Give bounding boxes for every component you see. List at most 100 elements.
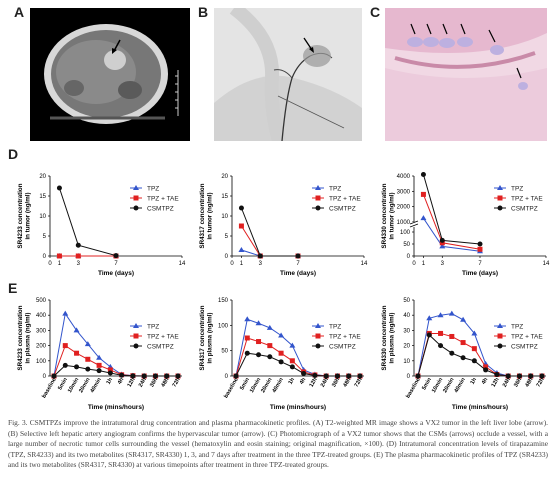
mri-image bbox=[30, 8, 190, 141]
legend-label: TPZ bbox=[511, 324, 523, 331]
x-tick-label: 4h bbox=[299, 376, 308, 385]
data-point-tpz-tae bbox=[256, 339, 262, 345]
data-point-tpz-tae bbox=[133, 333, 139, 339]
y-tick-label: 0 bbox=[407, 254, 411, 260]
arrow-icon bbox=[410, 23, 522, 79]
data-point-tpz-tae bbox=[267, 343, 273, 349]
data-point-csmtpz bbox=[74, 364, 80, 370]
data-point-tpz bbox=[497, 323, 503, 328]
y-axis-label: SR4233 concentrationin tumor (ng/ml) bbox=[17, 183, 32, 248]
y-tick-label: 200 bbox=[36, 344, 47, 350]
x-tick-label: 14 bbox=[361, 261, 368, 267]
data-point-tpz-tae bbox=[74, 350, 80, 356]
chart-sr4330-tumor: SR4330 concentrationin tumor (ng/ml)0 1 3 7… bbox=[381, 171, 550, 277]
data-point-csmtpz bbox=[257, 253, 263, 259]
data-point-csmtpz bbox=[315, 205, 321, 211]
data-point-tpz-tae bbox=[278, 350, 284, 356]
chart-sr4317-tumor: SR4317 concentrationin tumor (ng/ml)0 1 3 7… bbox=[199, 174, 368, 277]
y-axis-label: SR4233 concentrationin plasma (ng/ml) bbox=[17, 305, 32, 370]
data-point-csmtpz bbox=[415, 373, 421, 379]
data-point-tpz bbox=[289, 342, 296, 348]
data-point-tpz-tae bbox=[238, 223, 244, 229]
y-tick-label: 15 bbox=[221, 194, 228, 200]
series-line bbox=[241, 249, 298, 257]
axis-break bbox=[410, 222, 418, 227]
data-point-tpz bbox=[448, 310, 455, 316]
data-point-tpz bbox=[439, 243, 446, 249]
arrow-icon bbox=[309, 47, 314, 53]
y-tick-label: 300 bbox=[36, 328, 47, 334]
legend-label: TPZ + TAE bbox=[147, 334, 179, 341]
data-point-tpz bbox=[238, 247, 245, 252]
data-point-csmtpz bbox=[96, 368, 102, 374]
data-point-csmtpz bbox=[51, 373, 57, 379]
data-point-tpz bbox=[420, 215, 427, 221]
legend-label: TPZ bbox=[329, 324, 341, 331]
data-point-tpz-tae bbox=[289, 358, 295, 364]
data-point-tpz bbox=[62, 310, 69, 316]
data-point-tpz bbox=[471, 330, 478, 336]
y-tick-label: 0 bbox=[225, 374, 229, 380]
data-point-tpz bbox=[244, 316, 251, 322]
x-tick-label: 14 bbox=[179, 261, 186, 267]
axis-break-mark bbox=[409, 220, 419, 225]
data-point-tpz-tae bbox=[483, 364, 489, 370]
chart-sr4233-plasma: SR4233 concentrationin plasma (ng/ml) 0 10… bbox=[17, 298, 182, 411]
data-point-csmtpz bbox=[477, 241, 483, 247]
y-tick-label: 0 bbox=[43, 374, 47, 380]
y-tick-label: 10 bbox=[39, 214, 46, 220]
data-point-csmtpz bbox=[334, 373, 340, 379]
y-tick-label: 5 bbox=[43, 234, 47, 240]
x-tick-label: 1 bbox=[240, 261, 244, 267]
x-tick-label: 40min bbox=[272, 376, 286, 394]
legend-label: TPZ bbox=[511, 186, 523, 193]
data-point-csmtpz bbox=[133, 343, 139, 349]
y-tick-label: 5 bbox=[225, 234, 229, 240]
y-tick-label: 100 bbox=[218, 323, 229, 329]
y-tick-label: 400 bbox=[36, 313, 47, 319]
data-point-tpz bbox=[315, 185, 321, 190]
x-tick-label: 72h bbox=[536, 376, 546, 388]
data-point-csmtpz bbox=[244, 350, 250, 356]
x-tick-label: baseline bbox=[41, 377, 57, 399]
legend-label: TPZ + TAE bbox=[511, 196, 543, 203]
data-point-csmtpz bbox=[420, 171, 426, 177]
data-point-csmtpz bbox=[449, 350, 455, 356]
x-tick-label: 36h bbox=[513, 376, 523, 388]
panel-label-a: A bbox=[14, 4, 25, 20]
data-point-csmtpz bbox=[539, 373, 545, 379]
data-point-tpz bbox=[84, 341, 91, 347]
data-point-tpz-tae bbox=[56, 253, 62, 259]
series-line bbox=[240, 207, 298, 257]
chart-sr4317-plasma: SR4317 concentrationin plasma (ng/ml) 0 50… bbox=[199, 298, 364, 411]
data-point-csmtpz bbox=[471, 358, 477, 364]
data-point-csmtpz bbox=[175, 373, 181, 379]
y-tick-label: 20 bbox=[221, 174, 228, 180]
x-tick-label: 1 bbox=[422, 261, 426, 267]
data-point-tpz-tae bbox=[133, 195, 139, 201]
x-tick-label: 7 bbox=[478, 261, 482, 267]
x-tick-label: baseline bbox=[223, 377, 239, 399]
x-tick-label: 24h bbox=[502, 376, 512, 388]
legend-label: TPZ + TAE bbox=[147, 196, 179, 203]
data-point-tpz bbox=[497, 185, 503, 190]
data-point-csmtpz bbox=[312, 372, 318, 378]
x-tick-label: 72h bbox=[172, 376, 182, 388]
x-tick-label: 1h bbox=[288, 376, 297, 385]
x-tick-label: baseline bbox=[405, 377, 421, 399]
legend-label: CSMTPZ bbox=[511, 206, 538, 213]
y-tick-label: 0 bbox=[407, 374, 411, 380]
x-tick-label: 12h bbox=[309, 376, 319, 388]
legend-label: CSMTPZ bbox=[147, 206, 174, 213]
y-tick-label: 20 bbox=[39, 174, 46, 180]
legend-label: TPZ + TAE bbox=[511, 334, 543, 341]
data-point-tpz bbox=[255, 320, 262, 326]
y-tick-label: 0 bbox=[225, 254, 229, 260]
data-point-tpz bbox=[266, 324, 273, 330]
data-point-csmtpz bbox=[505, 373, 511, 379]
data-point-tpz bbox=[133, 323, 139, 328]
x-axis-label: Time (days) bbox=[462, 270, 498, 277]
data-point-csmtpz bbox=[497, 205, 503, 211]
data-point-csmtpz bbox=[233, 373, 239, 379]
y-tick-label: 10 bbox=[221, 214, 228, 220]
